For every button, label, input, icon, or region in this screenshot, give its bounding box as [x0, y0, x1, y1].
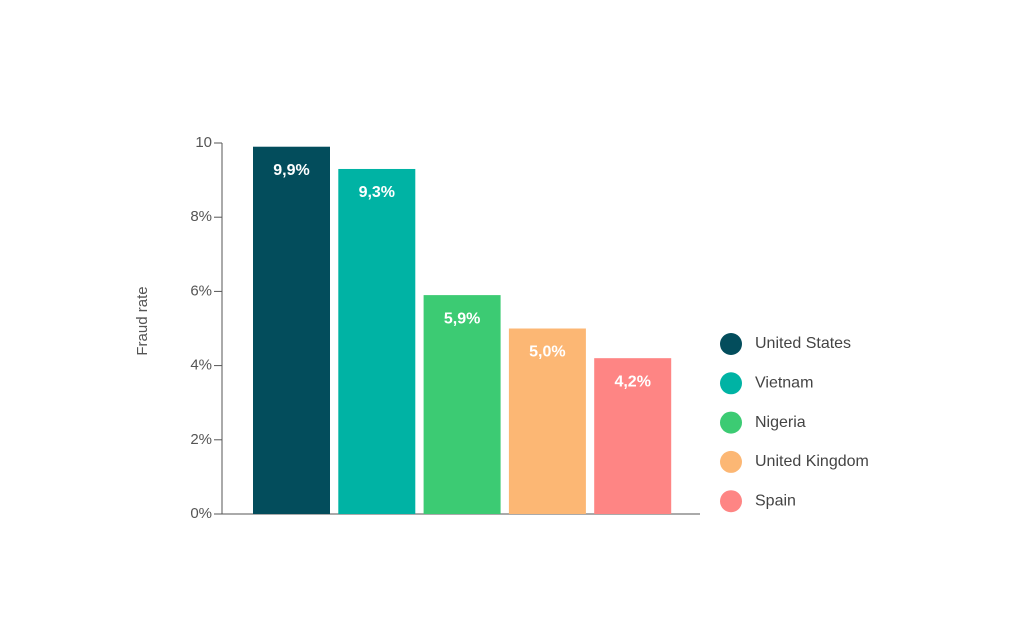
bar	[423, 295, 501, 514]
legend-marker	[720, 490, 742, 513]
legend-marker	[720, 372, 742, 395]
y-tick-label: 2%	[190, 431, 212, 448]
legend-label: United States	[755, 335, 851, 352]
value-label: 9,3%	[359, 184, 395, 201]
legend-marker	[720, 411, 742, 434]
bar	[338, 168, 416, 514]
legend-label: Nigeria	[755, 414, 806, 431]
y-tick-label: 0%	[190, 505, 212, 522]
legend-label: Spain	[755, 492, 796, 509]
bar	[508, 328, 586, 514]
value-label: 5,9%	[444, 310, 480, 327]
legend-label: United Kingdom	[755, 453, 869, 470]
legend-marker	[720, 333, 742, 355]
legend-label: Vietnam	[755, 375, 813, 392]
y-axis-label: Fraud rate	[134, 286, 151, 355]
value-label: 5,0%	[529, 344, 565, 361]
y-tick-label: 8%	[190, 208, 212, 225]
legend-marker	[720, 450, 742, 473]
y-tick-label: 10	[195, 134, 212, 151]
y-tick-label: 4%	[190, 357, 212, 374]
value-label: 9,9%	[273, 162, 309, 179]
bar	[594, 358, 672, 514]
bar	[253, 146, 330, 514]
value-label: 4,2%	[614, 373, 650, 390]
y-tick-label: 6%	[190, 282, 212, 299]
